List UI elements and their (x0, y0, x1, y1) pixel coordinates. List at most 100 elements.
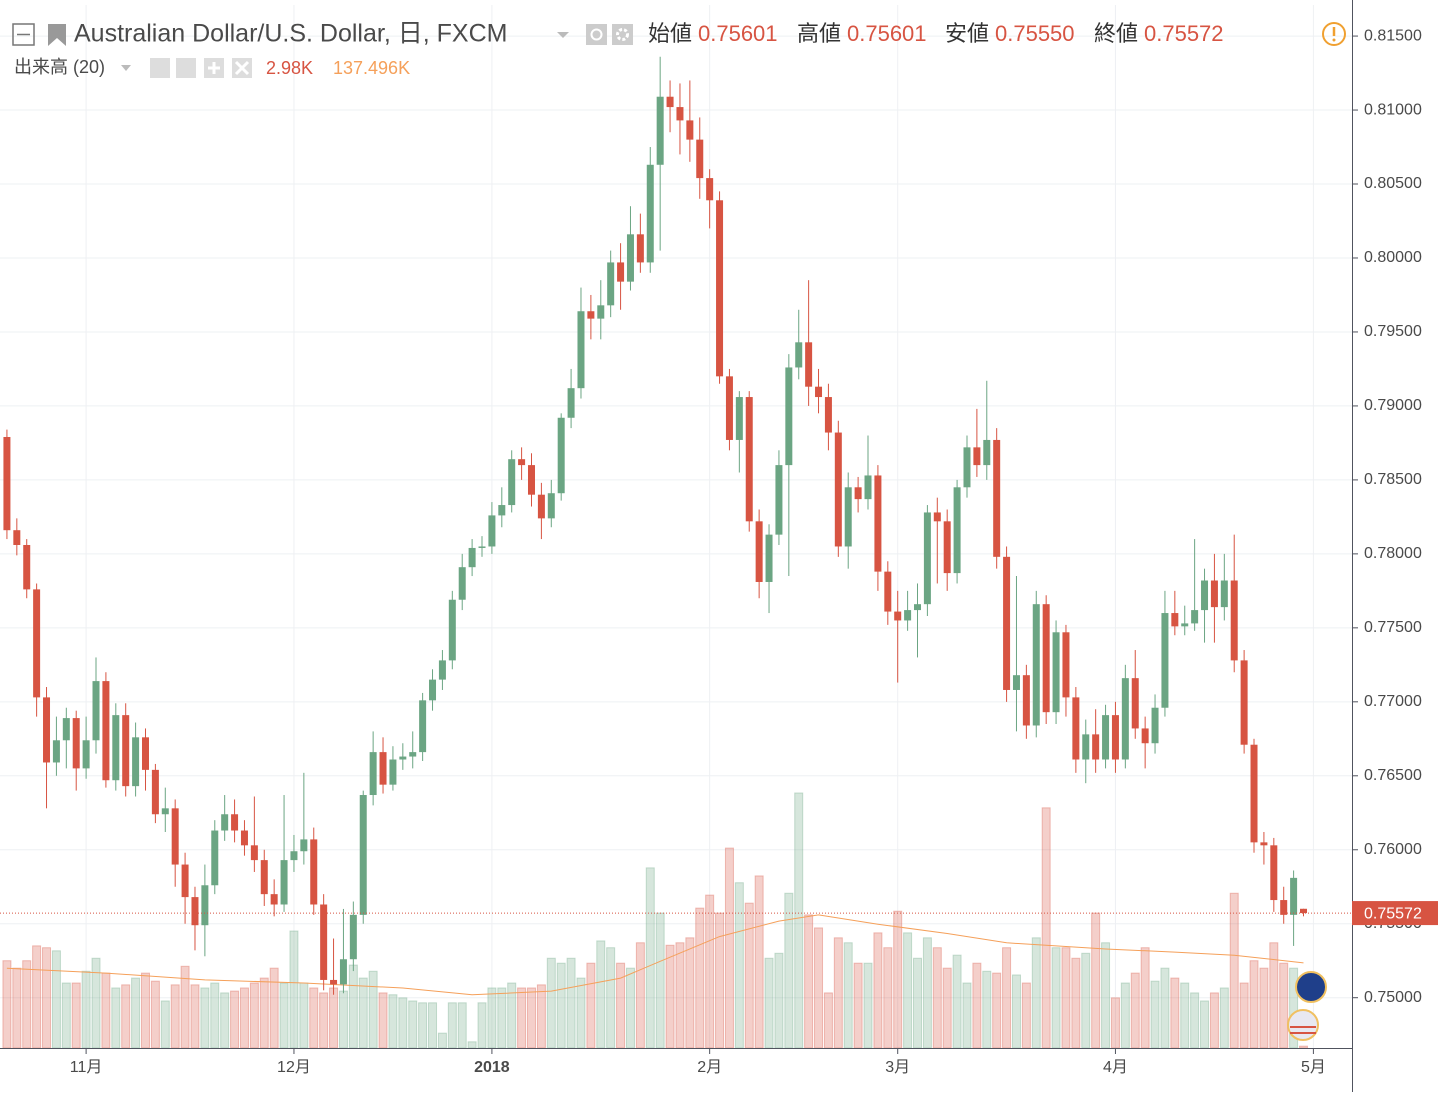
ma-layer (6, 914, 1304, 996)
volume-bar (1140, 947, 1150, 1049)
volume-bar (942, 967, 952, 1049)
volume-bar (1190, 992, 1200, 1049)
volume-bar (932, 947, 942, 1049)
candle-body (1250, 744, 1258, 843)
volume-bar (91, 957, 101, 1049)
low-label: 安値 (945, 21, 989, 46)
y-tick-label: 0.75000 (1364, 989, 1422, 1006)
volume-dropdown[interactable] (121, 65, 131, 71)
volume-bar (408, 1000, 418, 1049)
candle-body (409, 752, 417, 757)
candle-body (221, 814, 229, 831)
volume-bar (833, 937, 843, 1049)
volume-bar (368, 970, 378, 1049)
candle-body (82, 740, 90, 769)
volume-bar (1299, 1045, 1309, 1049)
candle-body (1270, 845, 1278, 901)
volume-bar (437, 1032, 447, 1049)
alert-dot (1332, 38, 1336, 42)
candle-body (310, 839, 318, 905)
alert-icon[interactable] (1322, 22, 1346, 46)
volume-bar (912, 957, 922, 1049)
settings-button[interactable] (612, 24, 633, 45)
volume-bar (972, 962, 982, 1049)
volume-bar (378, 992, 388, 1049)
candle-body (1220, 580, 1228, 608)
candle-body (795, 342, 803, 368)
volume-bar (863, 962, 873, 1049)
candle-body (419, 700, 427, 753)
volume-ma-line (6, 914, 1304, 996)
candle-body (290, 851, 298, 861)
volume-bar (338, 990, 348, 1049)
candle-body (1280, 900, 1288, 915)
candle-body (1082, 734, 1090, 760)
candle-body (557, 417, 565, 494)
volume-bar (1021, 982, 1031, 1049)
volume-eye-button[interactable] (150, 58, 170, 78)
candle-body (43, 697, 51, 763)
candle-body (1062, 632, 1070, 698)
volume-bar (150, 980, 160, 1049)
open-value: 0.75601 (698, 21, 778, 46)
volume-bar (200, 987, 210, 1049)
dropdown-icon[interactable] (557, 32, 569, 38)
volume-bar (239, 987, 249, 1049)
volume-bar (170, 984, 180, 1049)
last-price-label: 0.75572 (1364, 905, 1422, 922)
candle-body (805, 342, 813, 387)
volume-bar (319, 992, 329, 1049)
candle-body (706, 178, 714, 201)
candle-body (33, 589, 41, 698)
candle-body (755, 521, 763, 582)
volume-bar (655, 912, 665, 1049)
volume-bar (101, 972, 111, 1049)
volume-bar (556, 962, 566, 1049)
volume-bar (794, 792, 804, 1049)
close-value: 0.75572 (1144, 21, 1224, 46)
candle-body (201, 885, 209, 926)
volume-bar (517, 987, 527, 1049)
candle-body (1191, 610, 1199, 624)
volume-bar (586, 962, 596, 1049)
candle-body (211, 830, 219, 886)
visibility-button[interactable] (586, 24, 607, 45)
candle-body (240, 830, 248, 846)
volume-bar (447, 1002, 457, 1049)
volume-bar (1051, 947, 1061, 1049)
y-tick-label: 0.79500 (1364, 323, 1422, 340)
candle-body (1052, 632, 1060, 713)
candle-body (1141, 728, 1149, 744)
candle-body (864, 475, 872, 500)
candle-body (171, 808, 179, 865)
volume-bar (804, 914, 814, 1049)
candle-body (1151, 707, 1159, 744)
candle-body (330, 979, 338, 985)
volume-settings-button[interactable] (176, 58, 196, 78)
volume-bar (1071, 957, 1081, 1049)
volume-bar (992, 972, 1002, 1049)
volume-bar (843, 942, 853, 1049)
candle-body (191, 897, 199, 926)
volume-bar (477, 1002, 487, 1049)
collapse-button[interactable] (12, 23, 35, 46)
candle-body (1290, 877, 1298, 915)
candle-body (260, 860, 268, 895)
candle-body (894, 611, 902, 621)
candle-body (270, 894, 278, 905)
volume-bar (1150, 980, 1160, 1049)
y-tick-label: 0.76500 (1364, 767, 1422, 784)
candle-body (597, 305, 605, 319)
volume-bar (487, 987, 497, 1049)
usd-event-icon[interactable] (1287, 1009, 1319, 1041)
volume-bar (249, 982, 259, 1049)
candle-body (1092, 734, 1100, 760)
volume-bar (398, 997, 408, 1049)
candle-body (1003, 556, 1011, 690)
candle-body (913, 604, 921, 611)
volume-bar (1180, 982, 1190, 1049)
volume-bar (467, 1041, 477, 1049)
aud-event-icon[interactable] (1295, 971, 1327, 1003)
volume-bar (299, 982, 309, 1049)
